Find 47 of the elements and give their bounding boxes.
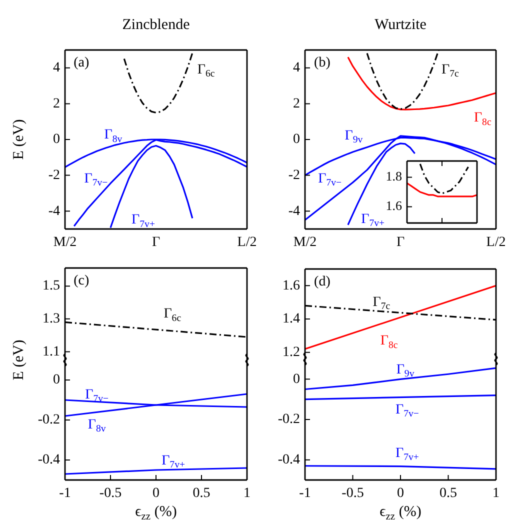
y-tick-label: 4 [53, 60, 60, 76]
y-tick-label: -0.2 [278, 412, 300, 428]
y-tick-label: -4 [48, 204, 60, 219]
x-tick-label: -0.5 [99, 486, 122, 502]
annotation: (d) [314, 274, 331, 290]
annotation: (a) [74, 56, 90, 71]
x-tick-label: Γ [152, 235, 160, 250]
y-tick-label: 0 [53, 132, 60, 148]
x-tick-label: 0 [152, 486, 160, 502]
y-axis-title: E (eV) [10, 340, 27, 380]
y-tick-label: 0 [53, 372, 60, 388]
x-tick-label: M/2 [53, 235, 77, 250]
y-tick-label: -0.4 [278, 452, 300, 468]
y-tick-label: 1.6 [282, 278, 300, 294]
x-tick-label: L/2 [486, 235, 506, 250]
x-tick-label: 0.5 [192, 486, 210, 502]
x-tick-label: M/2 [293, 235, 317, 250]
y-tick-label: 1.8 [386, 168, 402, 184]
x-tick-label: L/2 [237, 235, 257, 250]
y-tick-label: -2 [48, 168, 60, 183]
x-tick-label: Γ [396, 235, 405, 250]
y-tick-label: 1.3 [42, 312, 60, 327]
y-tick-label: 0 [293, 372, 300, 387]
y-axis-title: E (eV) [10, 119, 27, 160]
y-tick-label: 1.4 [282, 312, 300, 327]
chart-title: Zincblende [122, 16, 190, 33]
x-tick-label: 1 [244, 486, 250, 502]
x-tick-label: -0.5 [342, 486, 364, 502]
y-tick-label: 1.6 [386, 198, 402, 214]
x-tick-label: 1 [492, 486, 500, 502]
y-tick-label: 1.5 [42, 278, 60, 294]
y-tick-label: 1.1 [42, 344, 60, 360]
y-tick-label: 4 [293, 60, 300, 76]
y-tick-label: -4 [288, 204, 300, 219]
y-tick-label: 1.2 [282, 345, 300, 360]
annotation: (b) [314, 56, 331, 71]
annotation: (c) [74, 274, 90, 289]
chart-title: Wurtzite [374, 16, 427, 33]
y-tick-label: -0.4 [38, 452, 60, 468]
y-tick-label: 2 [293, 96, 300, 112]
y-tick-label: 2 [53, 96, 60, 112]
y-tick-label: 0 [293, 132, 300, 148]
x-tick-label: -1 [299, 486, 311, 502]
y-tick-label: -0.2 [38, 412, 60, 428]
x-tick-label: -1 [59, 486, 71, 502]
y-tick-label: -2 [288, 168, 300, 183]
x-tick-label: 0.5 [440, 486, 457, 502]
